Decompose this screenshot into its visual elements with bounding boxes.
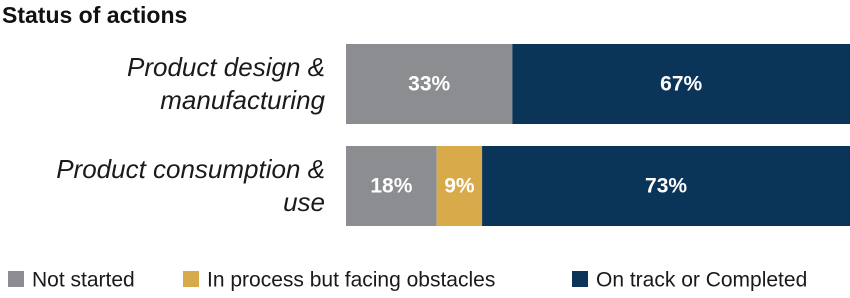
bar-segment: [512, 44, 850, 124]
category-text: Product design & manufacturing: [126, 52, 325, 115]
value-label: 9%: [444, 175, 475, 198]
legend-label: In process but facing obstacles: [207, 269, 495, 292]
bar-segment: [346, 44, 513, 124]
bar-segment: [482, 146, 850, 226]
bar-segment: [436, 146, 483, 226]
value-label: 73%: [645, 175, 687, 198]
value-label: 33%: [408, 73, 450, 96]
legend-swatch: [572, 271, 588, 287]
chart-title: Status of actions: [2, 2, 187, 28]
category-label: Product consumption & use: [0, 146, 325, 226]
category-text: Product consumption & use: [56, 154, 325, 217]
legend-swatch: [8, 271, 24, 287]
legend-label: On track or Completed: [596, 269, 807, 292]
category-label: Product design & manufacturing: [0, 44, 325, 124]
value-label: 18%: [370, 175, 412, 198]
legend-label: Not started: [32, 269, 135, 292]
value-label: 67%: [660, 73, 702, 96]
legend-swatch: [183, 271, 199, 287]
bar-segment: [346, 146, 437, 226]
